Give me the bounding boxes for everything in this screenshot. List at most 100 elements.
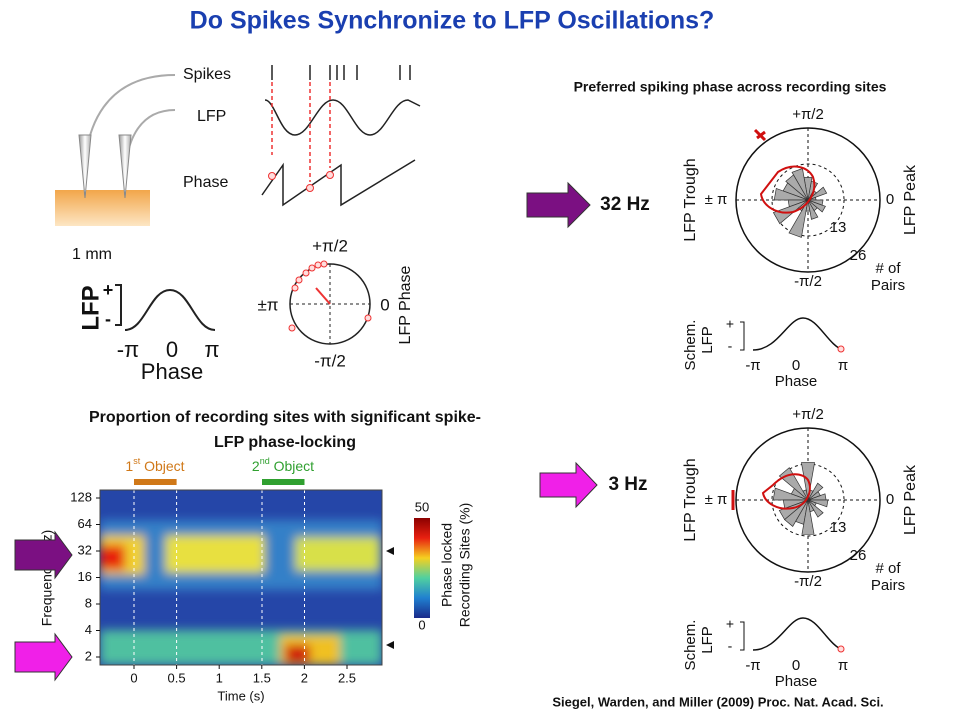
rose-fit xyxy=(761,473,811,510)
label: Schem. xyxy=(682,320,699,371)
event-label-part: st xyxy=(133,456,141,466)
rose-wedge xyxy=(807,499,829,508)
arrow xyxy=(14,632,73,682)
rose-fit xyxy=(759,165,816,214)
rose-wedge xyxy=(801,499,815,535)
label: LFP xyxy=(699,626,716,654)
label: +π/2 xyxy=(792,106,824,123)
rose-wedge xyxy=(788,199,809,238)
label: Phase locked xyxy=(439,523,455,607)
label: +π/2 xyxy=(792,406,824,423)
marker xyxy=(386,641,394,649)
label: -π/2 xyxy=(794,573,822,590)
label: -π xyxy=(117,337,140,362)
label: 0 xyxy=(886,191,894,208)
label: 1.5 xyxy=(253,670,271,685)
illustrations xyxy=(14,65,598,682)
label: +π/2 xyxy=(312,236,348,255)
tissue xyxy=(55,190,150,226)
label: Schem. xyxy=(682,620,699,671)
arrow xyxy=(526,181,591,229)
arrow xyxy=(539,461,598,509)
label: 0 xyxy=(886,491,894,508)
label: 0 xyxy=(792,657,800,674)
rose-wedge xyxy=(807,499,824,518)
lfp-trace xyxy=(264,99,421,136)
label: -π/2 xyxy=(314,351,346,370)
label: 2.5 xyxy=(338,670,356,685)
label: LFP Phase xyxy=(397,265,414,344)
label: Phase xyxy=(183,174,228,191)
label: # of xyxy=(875,260,901,277)
bracket xyxy=(740,321,745,351)
label: 26 xyxy=(850,247,867,264)
phase-points xyxy=(288,260,372,332)
label: 0 xyxy=(166,337,178,362)
label: Phase xyxy=(141,359,203,384)
label: π xyxy=(204,337,219,362)
label: 1 xyxy=(216,670,223,685)
event-label-part: nd xyxy=(260,456,270,466)
label: + xyxy=(103,280,114,300)
frequency-label: 3 Hz xyxy=(608,474,647,495)
label: 0 xyxy=(418,617,425,632)
event-label-part: 1 xyxy=(125,458,133,474)
label: LFP xyxy=(699,326,716,354)
event-label: 1st Object xyxy=(125,456,184,473)
label: + xyxy=(726,316,734,332)
phase-trace xyxy=(261,159,416,207)
label: 0 xyxy=(792,357,800,374)
label: # of xyxy=(875,560,901,577)
spike-phase-arrows xyxy=(271,82,331,182)
schem-curve xyxy=(752,317,844,351)
label: -π xyxy=(745,357,760,374)
electrode xyxy=(78,134,92,199)
preferred-phase xyxy=(753,128,767,142)
label: 2 xyxy=(85,648,92,663)
heading: LFP phase-locking xyxy=(214,434,356,451)
label: 16 xyxy=(78,569,92,584)
label: 0 xyxy=(380,295,389,314)
bracket xyxy=(740,621,745,651)
citation: Siegel, Warden, and Miller (2009) Proc. … xyxy=(552,694,883,709)
label: ± π xyxy=(705,491,728,508)
event-label: 2nd Object xyxy=(252,456,314,473)
label: LFP Trough xyxy=(682,158,699,241)
colorbar xyxy=(414,518,430,618)
label: LFP Trough xyxy=(682,458,699,541)
label: LFP Peak xyxy=(902,164,919,235)
label: -π xyxy=(745,657,760,674)
label: 13 xyxy=(830,519,847,536)
label: 50 xyxy=(415,499,429,514)
event-label-part: Object xyxy=(140,458,184,474)
label: 0 xyxy=(130,670,137,685)
label: Pairs xyxy=(871,577,905,594)
heading: Proportion of recording sites with signi… xyxy=(89,409,481,426)
label: 32 xyxy=(78,542,92,557)
schem-curve xyxy=(752,617,844,651)
label: - xyxy=(728,338,733,354)
label: 13 xyxy=(830,219,847,236)
heading: Preferred spiking phase across recording… xyxy=(574,79,887,95)
label: 26 xyxy=(850,547,867,564)
label: -π/2 xyxy=(794,273,822,290)
label: 64 xyxy=(78,516,92,531)
event-lines xyxy=(133,490,305,665)
label: + xyxy=(726,616,734,632)
label: 2 xyxy=(301,670,308,685)
event-label-part: Object xyxy=(270,458,314,474)
label: 4 xyxy=(85,622,92,637)
label: ± π xyxy=(705,191,728,208)
label: Pairs xyxy=(871,277,905,294)
heatmap xyxy=(100,490,382,665)
event-label-part: 2 xyxy=(252,458,260,474)
label: - xyxy=(105,309,111,329)
schem-point xyxy=(837,345,845,353)
label: LFP xyxy=(197,108,226,125)
scale-label: 1 mm xyxy=(72,246,112,263)
rose-wedge xyxy=(807,199,824,206)
marker xyxy=(386,547,394,555)
label: Spikes xyxy=(183,66,231,83)
arrow xyxy=(14,530,73,580)
